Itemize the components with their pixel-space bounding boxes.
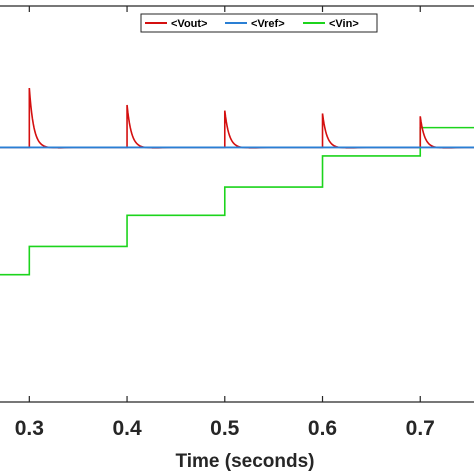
- plot-axes: [0, 5, 474, 403]
- legend-label: <Vref>: [251, 18, 285, 30]
- series-vout-line: [0, 87, 474, 149]
- x-tick-label: 0.4: [112, 417, 142, 440]
- legend-box: [140, 13, 378, 33]
- x-tick-label: 0.3: [15, 417, 44, 440]
- x-tick-label: 0.7: [406, 417, 435, 440]
- legend-label: <Vout>: [171, 18, 207, 30]
- x-ticks: 0.3 0.4 0.5 0.6 0.7: [15, 6, 435, 440]
- legend-label: <Vin>: [329, 18, 359, 30]
- series-vin-line: [0, 126, 474, 276]
- x-tick-label: 0.5: [210, 417, 240, 440]
- series-layer: [0, 87, 474, 276]
- legend: <Vout> <Vref> <Vin>: [140, 13, 378, 33]
- x-axis-title: Time (seconds): [175, 451, 314, 472]
- x-tick-label: 0.6: [308, 417, 337, 440]
